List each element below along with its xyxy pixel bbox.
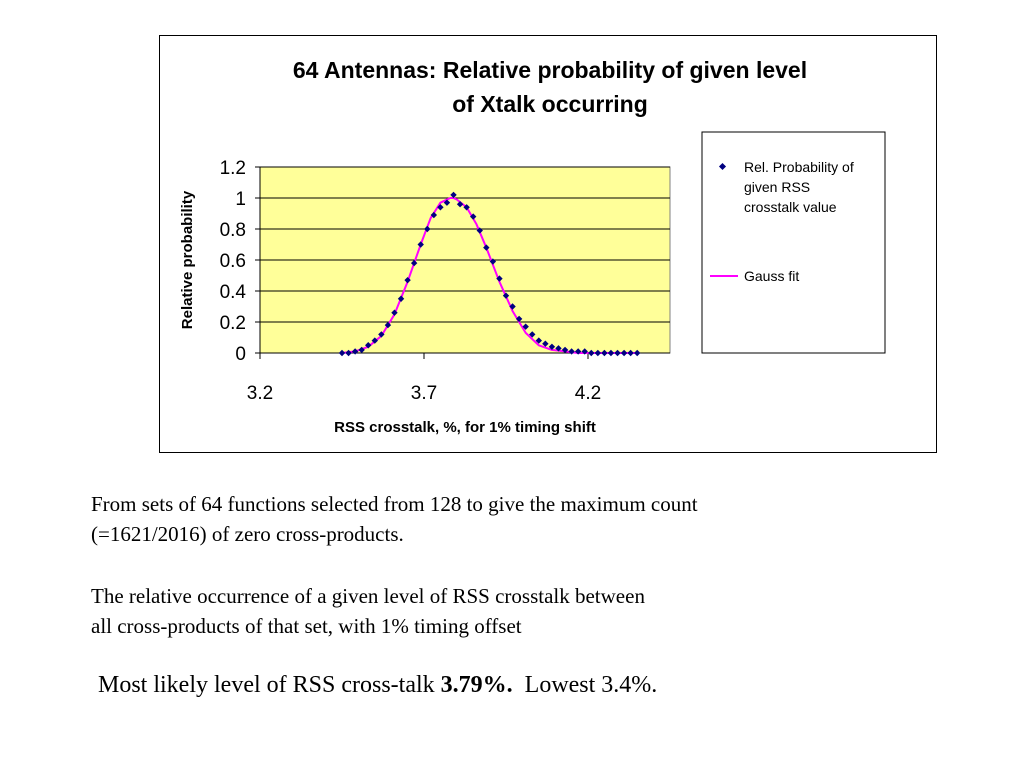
data-point xyxy=(338,349,346,357)
data-point xyxy=(515,315,523,323)
y-tick-label: 1.2 xyxy=(220,158,246,179)
data-point xyxy=(417,241,424,248)
summary-highlight-value: 3.79%. xyxy=(440,672,513,698)
chart-svg: 64 Antennas: Relative probability of giv… xyxy=(179,57,886,436)
x-tick-label: 4.2 xyxy=(575,383,601,404)
data-point xyxy=(450,191,457,199)
gridlines xyxy=(260,166,670,323)
chart-title-line-1: 64 Antennas: Relative probability of giv… xyxy=(293,57,807,83)
x-tick-label: 3.2 xyxy=(247,383,273,404)
summary-suffix: Lowest 3.4%. xyxy=(512,672,658,698)
legend: Rel. Probability of given RSS crosstalk … xyxy=(701,131,886,354)
data-point xyxy=(568,348,575,355)
y-tick-label: 0 xyxy=(235,344,246,365)
data-point xyxy=(397,295,405,302)
data-point xyxy=(489,258,497,265)
data-point xyxy=(588,349,595,357)
data-point xyxy=(371,337,378,344)
data-point xyxy=(437,204,444,211)
data-point xyxy=(391,309,398,316)
legend-label-line: crosstalk value xyxy=(744,199,837,215)
data-point xyxy=(483,244,490,251)
data-point xyxy=(529,331,536,338)
data-point xyxy=(627,349,634,357)
data-point xyxy=(502,292,510,299)
data-point xyxy=(365,342,372,349)
para2-line-1: The relative occurrence of a given level… xyxy=(91,584,645,608)
chart-title-line-2: of Xtalk occurring xyxy=(452,91,648,117)
description-paragraph-2: The relative occurrence of a given level… xyxy=(91,581,645,641)
data-point xyxy=(555,345,562,352)
description-paragraph-1: From sets of 64 functions selected from … xyxy=(91,489,698,549)
y-tick-label: 0.4 xyxy=(220,282,247,303)
data-point xyxy=(463,204,470,211)
y-tick-label: 0.2 xyxy=(220,313,246,334)
data-point xyxy=(456,201,464,208)
x-tick-label: 3.7 xyxy=(411,383,437,404)
data-point xyxy=(542,340,549,347)
data-point xyxy=(476,227,483,234)
data-point xyxy=(581,348,588,355)
series xyxy=(338,191,641,357)
y-axis-label: Relative probability xyxy=(179,190,196,329)
summary-line: Most likely level of RSS cross-talk 3.79… xyxy=(98,672,657,699)
data-point xyxy=(601,349,608,357)
y-tick-label: 0.8 xyxy=(220,220,246,241)
legend-marker-rel-probability xyxy=(718,162,727,171)
para1-line-2: (=1621/2016) of zero cross-products. xyxy=(91,522,404,546)
data-point xyxy=(614,349,621,357)
legend-label-line: Rel. Probability of xyxy=(744,159,854,175)
chart-frame: 64 Antennas: Relative probability of giv… xyxy=(159,35,937,453)
data-point xyxy=(384,321,392,329)
legend-label-line: given RSS xyxy=(744,179,810,195)
data-point xyxy=(404,276,411,284)
data-point xyxy=(378,331,385,338)
legend-box xyxy=(701,131,886,354)
para2-line-2: all cross-products of that set, with 1% … xyxy=(91,614,522,638)
data-point xyxy=(351,348,359,355)
y-tick-label: 0.6 xyxy=(220,251,246,272)
data-point xyxy=(345,349,352,357)
para1-line-1: From sets of 64 functions selected from … xyxy=(91,492,698,516)
data-point xyxy=(496,275,503,282)
data-point xyxy=(430,211,438,219)
data-point xyxy=(470,213,477,220)
y-tick-label: 1 xyxy=(235,189,246,210)
legend-label-gauss-fit: Gauss fit xyxy=(744,268,799,284)
data-point xyxy=(358,346,365,354)
x-axis-label: RSS crosstalk, %, for 1% timing shift xyxy=(334,419,596,436)
summary-prefix: Most likely level of RSS cross-talk xyxy=(98,672,441,698)
axes: 0 0.2 0.4 0.6 0.8 1 1.2 3.2 3.7 4.2 xyxy=(220,158,670,404)
data-point xyxy=(443,199,451,206)
legend-label-rel-probability: Rel. Probability of given RSS crosstalk … xyxy=(744,159,858,215)
gauss-fit-line xyxy=(341,197,638,354)
data-point xyxy=(424,225,431,233)
